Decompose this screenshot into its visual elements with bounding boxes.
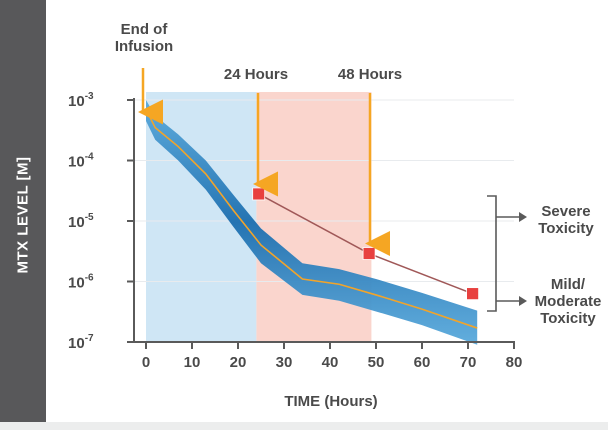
y-tick-exponent-0: -3 xyxy=(85,91,94,102)
mild-arrow-head xyxy=(519,296,527,306)
expected-range-band xyxy=(146,100,478,345)
x-tick-label-3: 30 xyxy=(276,354,293,371)
x-tick-label-1: 10 xyxy=(184,354,201,371)
toxicity-marker-2 xyxy=(466,287,480,301)
annotation-label-0-0: End of xyxy=(121,21,169,38)
y-tick-label-1: 10-4 xyxy=(68,152,94,171)
toxicity-label-0-1: Toxicity xyxy=(538,220,594,237)
expected-curve xyxy=(145,109,478,329)
toxicity-marker-1 xyxy=(362,247,376,260)
y-tick-label-2: 10-5 xyxy=(68,212,94,231)
y-tick-exponent-3: -6 xyxy=(85,273,94,284)
expected-curve-line xyxy=(145,109,478,329)
annotation-label-0-1: Infusion xyxy=(115,38,173,55)
x-tick-label-5: 50 xyxy=(368,354,385,371)
severe-arrow-head xyxy=(519,212,527,222)
y-tick-exponent-2: -5 xyxy=(85,212,94,223)
y-tick-label-4: 10-7 xyxy=(68,333,94,352)
x-tick-label-2: 20 xyxy=(230,354,247,371)
toxicity-label-0-0: Severe xyxy=(541,203,590,220)
toxicity-label-1-0: Mild/ xyxy=(551,276,586,293)
annotation-label-1-0: 24 Hours xyxy=(224,66,288,83)
annotation-label-2-0: 48 Hours xyxy=(338,66,402,83)
x-tick-label-8: 80 xyxy=(506,354,523,371)
toxicity-marker-0 xyxy=(252,187,266,201)
toxicity-label-1-1: Moderate xyxy=(535,293,602,310)
x-tick-label-0: 0 xyxy=(142,354,150,371)
x-axis-label: TIME (Hours) xyxy=(284,393,377,410)
bottom-divider xyxy=(0,422,608,430)
x-tick-label-7: 70 xyxy=(460,354,477,371)
y-tick-label-3: 10-6 xyxy=(68,273,94,292)
y-tick-exponent-1: -4 xyxy=(85,152,94,163)
toxicity-label-1-2: Toxicity xyxy=(540,310,596,327)
y-tick-exponent-4: -7 xyxy=(85,333,94,344)
y-axis-label-bar: MTX LEVEL [M] xyxy=(0,0,46,422)
x-tick-label-4: 40 xyxy=(322,354,339,371)
toxicity-bracket xyxy=(487,195,497,312)
expected-band xyxy=(146,100,478,345)
x-tick-label-6: 60 xyxy=(414,354,431,371)
y-tick-label-0: 10-3 xyxy=(68,91,94,110)
